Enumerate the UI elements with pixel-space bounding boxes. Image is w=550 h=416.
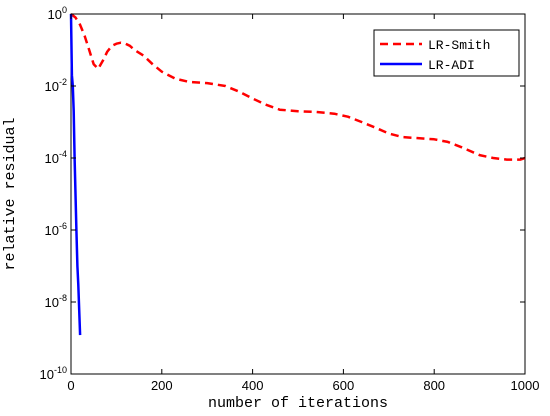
- legend-label-0: LR-Smith: [428, 38, 490, 53]
- y-tick-label-5: 10-10: [40, 365, 67, 382]
- y-tick-label-4: 10-8: [45, 293, 67, 310]
- series-line-lr-smith: [70, 13, 526, 161]
- x-tick-label-4: 800: [423, 378, 445, 393]
- x-tick-label-2: 400: [242, 378, 264, 393]
- y-axis-label: relative residual: [2, 117, 19, 270]
- x-axis-label: number of iterations: [208, 395, 388, 412]
- y-tick-label-2: 10-4: [45, 149, 67, 166]
- series-line-lr-adi: [69, 13, 82, 336]
- x-tick-label-1: 200: [151, 378, 173, 393]
- legend-box: [373, 29, 520, 77]
- x-tick-label-5: 1000: [511, 378, 540, 393]
- legend: LR-Smith LR-ADI: [373, 29, 520, 77]
- x-tick-label-0: 0: [67, 378, 74, 393]
- y-tick-label-0: 100: [48, 5, 67, 22]
- y-tick-label-1: 10-2: [45, 77, 67, 94]
- ticks-layer: 0 200 400 600 800 1000 100 10-2 10-4 10-6 10-8 10-1…: [40, 5, 540, 393]
- x-tick-label-3: 600: [333, 378, 355, 393]
- series-layer: [69, 13, 526, 336]
- legend-label-1: LR-ADI: [428, 58, 475, 73]
- y-tick-label-3: 10-6: [45, 221, 67, 238]
